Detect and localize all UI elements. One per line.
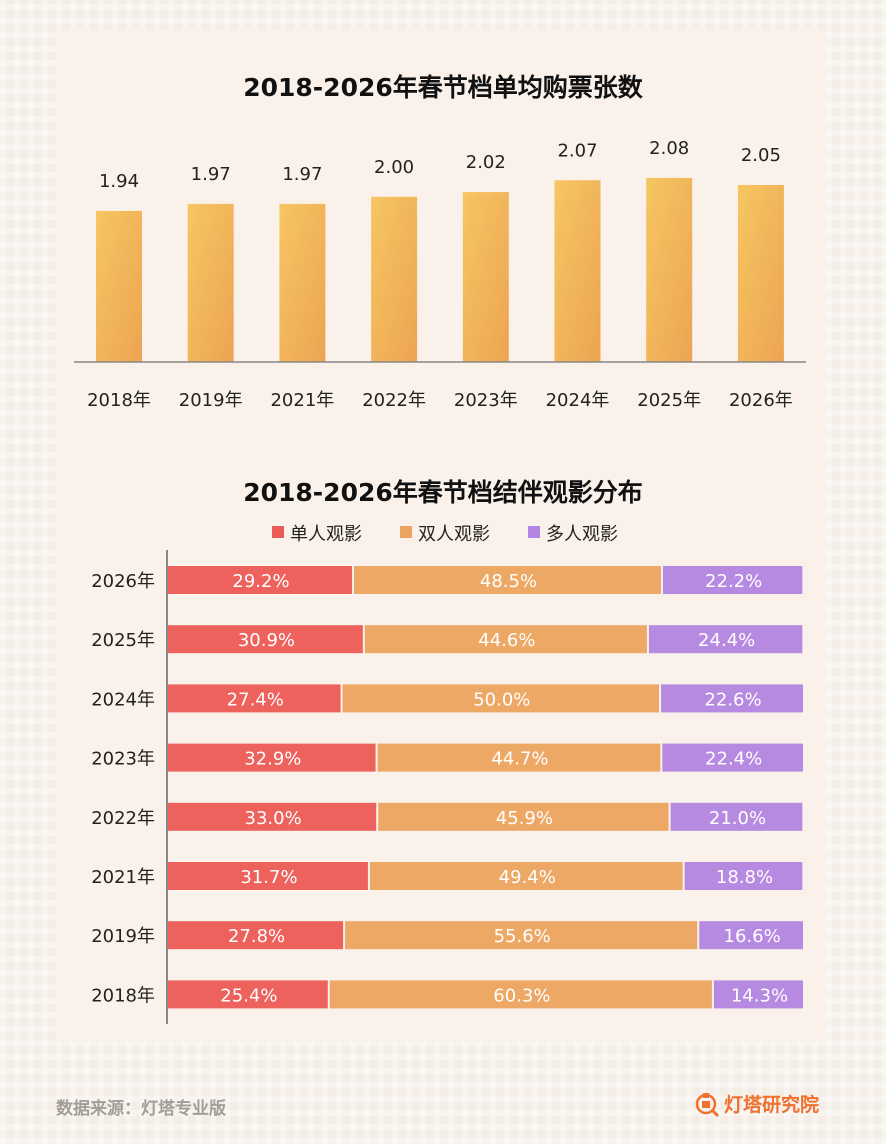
data-label: 2.02 — [466, 152, 506, 173]
x-tick-label: 2021年 — [270, 390, 334, 411]
stacked-segment — [364, 625, 647, 654]
legend-swatch — [528, 526, 540, 538]
segment-label: 29.2% — [232, 571, 289, 592]
bar — [646, 177, 693, 362]
segment-label: 60.3% — [493, 985, 550, 1006]
legend-swatch — [400, 526, 412, 538]
segment-label: 48.5% — [480, 571, 537, 592]
stacked-segment — [648, 625, 803, 654]
stacked-segment — [342, 684, 660, 713]
segment-label: 24.4% — [698, 630, 755, 651]
bar — [554, 180, 601, 362]
chart-title-purchase: 2018-2026年春节档单均购票张数 — [243, 73, 643, 102]
segment-label: 55.6% — [494, 926, 551, 947]
segment-label: 33.0% — [245, 808, 302, 829]
stacked-segment — [377, 743, 661, 772]
y-tick-label: 2021年 — [91, 867, 155, 888]
y-tick-label: 2019年 — [91, 926, 155, 947]
bar — [187, 203, 234, 362]
stacked-segment — [684, 862, 803, 890]
stacked-segment — [168, 921, 344, 950]
bar — [371, 196, 418, 362]
segment-label: 27.8% — [228, 926, 285, 947]
data-label: 1.97 — [282, 164, 322, 185]
segment-label: 50.0% — [473, 689, 530, 710]
bar — [96, 210, 142, 362]
bar — [737, 185, 784, 362]
bar — [462, 192, 509, 362]
source-note: 数据来源：灯塔专业版 — [56, 1099, 226, 1119]
segment-label: 14.3% — [731, 985, 788, 1006]
x-tick-label: 2018年 — [87, 390, 151, 411]
segment-label: 18.8% — [716, 867, 773, 888]
stacked-segment — [369, 862, 683, 890]
stacked-segment — [345, 921, 698, 950]
segment-label: 44.7% — [491, 749, 548, 770]
stacked-segment — [699, 921, 803, 950]
stacked-segment — [378, 802, 669, 831]
stacked-segment — [670, 802, 803, 831]
y-tick-label: 2025年 — [91, 630, 155, 651]
legend-label: 双人观影 — [418, 524, 490, 545]
stacked-segment — [661, 684, 803, 713]
segment-label: 45.9% — [496, 808, 553, 829]
segment-label: 21.0% — [709, 808, 766, 829]
x-tick-label: 2019年 — [179, 390, 243, 411]
segment-label: 49.4% — [499, 867, 556, 888]
segment-label: 22.6% — [704, 689, 761, 710]
segment-label: 44.6% — [478, 630, 535, 651]
x-tick-label: 2024年 — [546, 390, 610, 411]
legend-swatch — [272, 526, 284, 538]
x-tick-label: 2022年 — [362, 390, 426, 411]
segment-label: 32.9% — [244, 749, 301, 770]
y-tick-label: 2026年 — [91, 571, 155, 592]
legend-label: 多人观影 — [546, 524, 618, 545]
stacked-segment — [168, 862, 368, 890]
y-tick-label: 2022年 — [91, 808, 155, 829]
stacked-segment — [168, 625, 363, 654]
bar — [279, 203, 326, 362]
data-label: 1.94 — [99, 171, 139, 192]
stacked-segment — [168, 684, 341, 713]
segment-label: 16.6% — [724, 926, 781, 947]
segment-label: 31.7% — [240, 867, 297, 888]
data-label: 1.97 — [191, 164, 231, 185]
segment-label: 25.4% — [220, 985, 277, 1006]
segment-label: 22.2% — [705, 571, 762, 592]
chart-title-companion: 2018-2026年春节档结伴观影分布 — [243, 478, 643, 507]
stacked-segment — [168, 566, 353, 594]
data-label: 2.07 — [557, 140, 597, 161]
x-tick-label: 2026年 — [729, 390, 793, 411]
legend-label: 单人观影 — [290, 524, 362, 545]
data-label: 2.05 — [741, 145, 781, 166]
x-tick-label: 2023年 — [454, 390, 518, 411]
stacked-segment — [329, 980, 712, 1009]
stacked-segment — [662, 743, 803, 772]
brand-name: 灯塔研究院 — [724, 1094, 820, 1116]
segment-label: 27.4% — [227, 689, 284, 710]
x-tick-label: 2025年 — [637, 390, 701, 411]
stacked-segment — [168, 743, 376, 772]
stacked-segment — [713, 980, 803, 1009]
brand-logo: 灯塔研究院 — [694, 1090, 819, 1117]
segment-label: 30.9% — [238, 630, 295, 651]
y-tick-label: 2023年 — [91, 749, 155, 770]
lighthouse-magnifier-icon — [695, 1092, 720, 1117]
segment-label: 22.4% — [705, 749, 762, 770]
data-label: 2.08 — [649, 138, 689, 159]
stacked-segment — [168, 802, 377, 831]
stacked-segment — [168, 980, 328, 1009]
stacked-segment — [662, 566, 803, 594]
data-label: 2.00 — [374, 157, 414, 178]
y-tick-label: 2024年 — [91, 689, 155, 710]
stacked-segment — [354, 566, 661, 594]
y-tick-label: 2018年 — [91, 985, 155, 1006]
